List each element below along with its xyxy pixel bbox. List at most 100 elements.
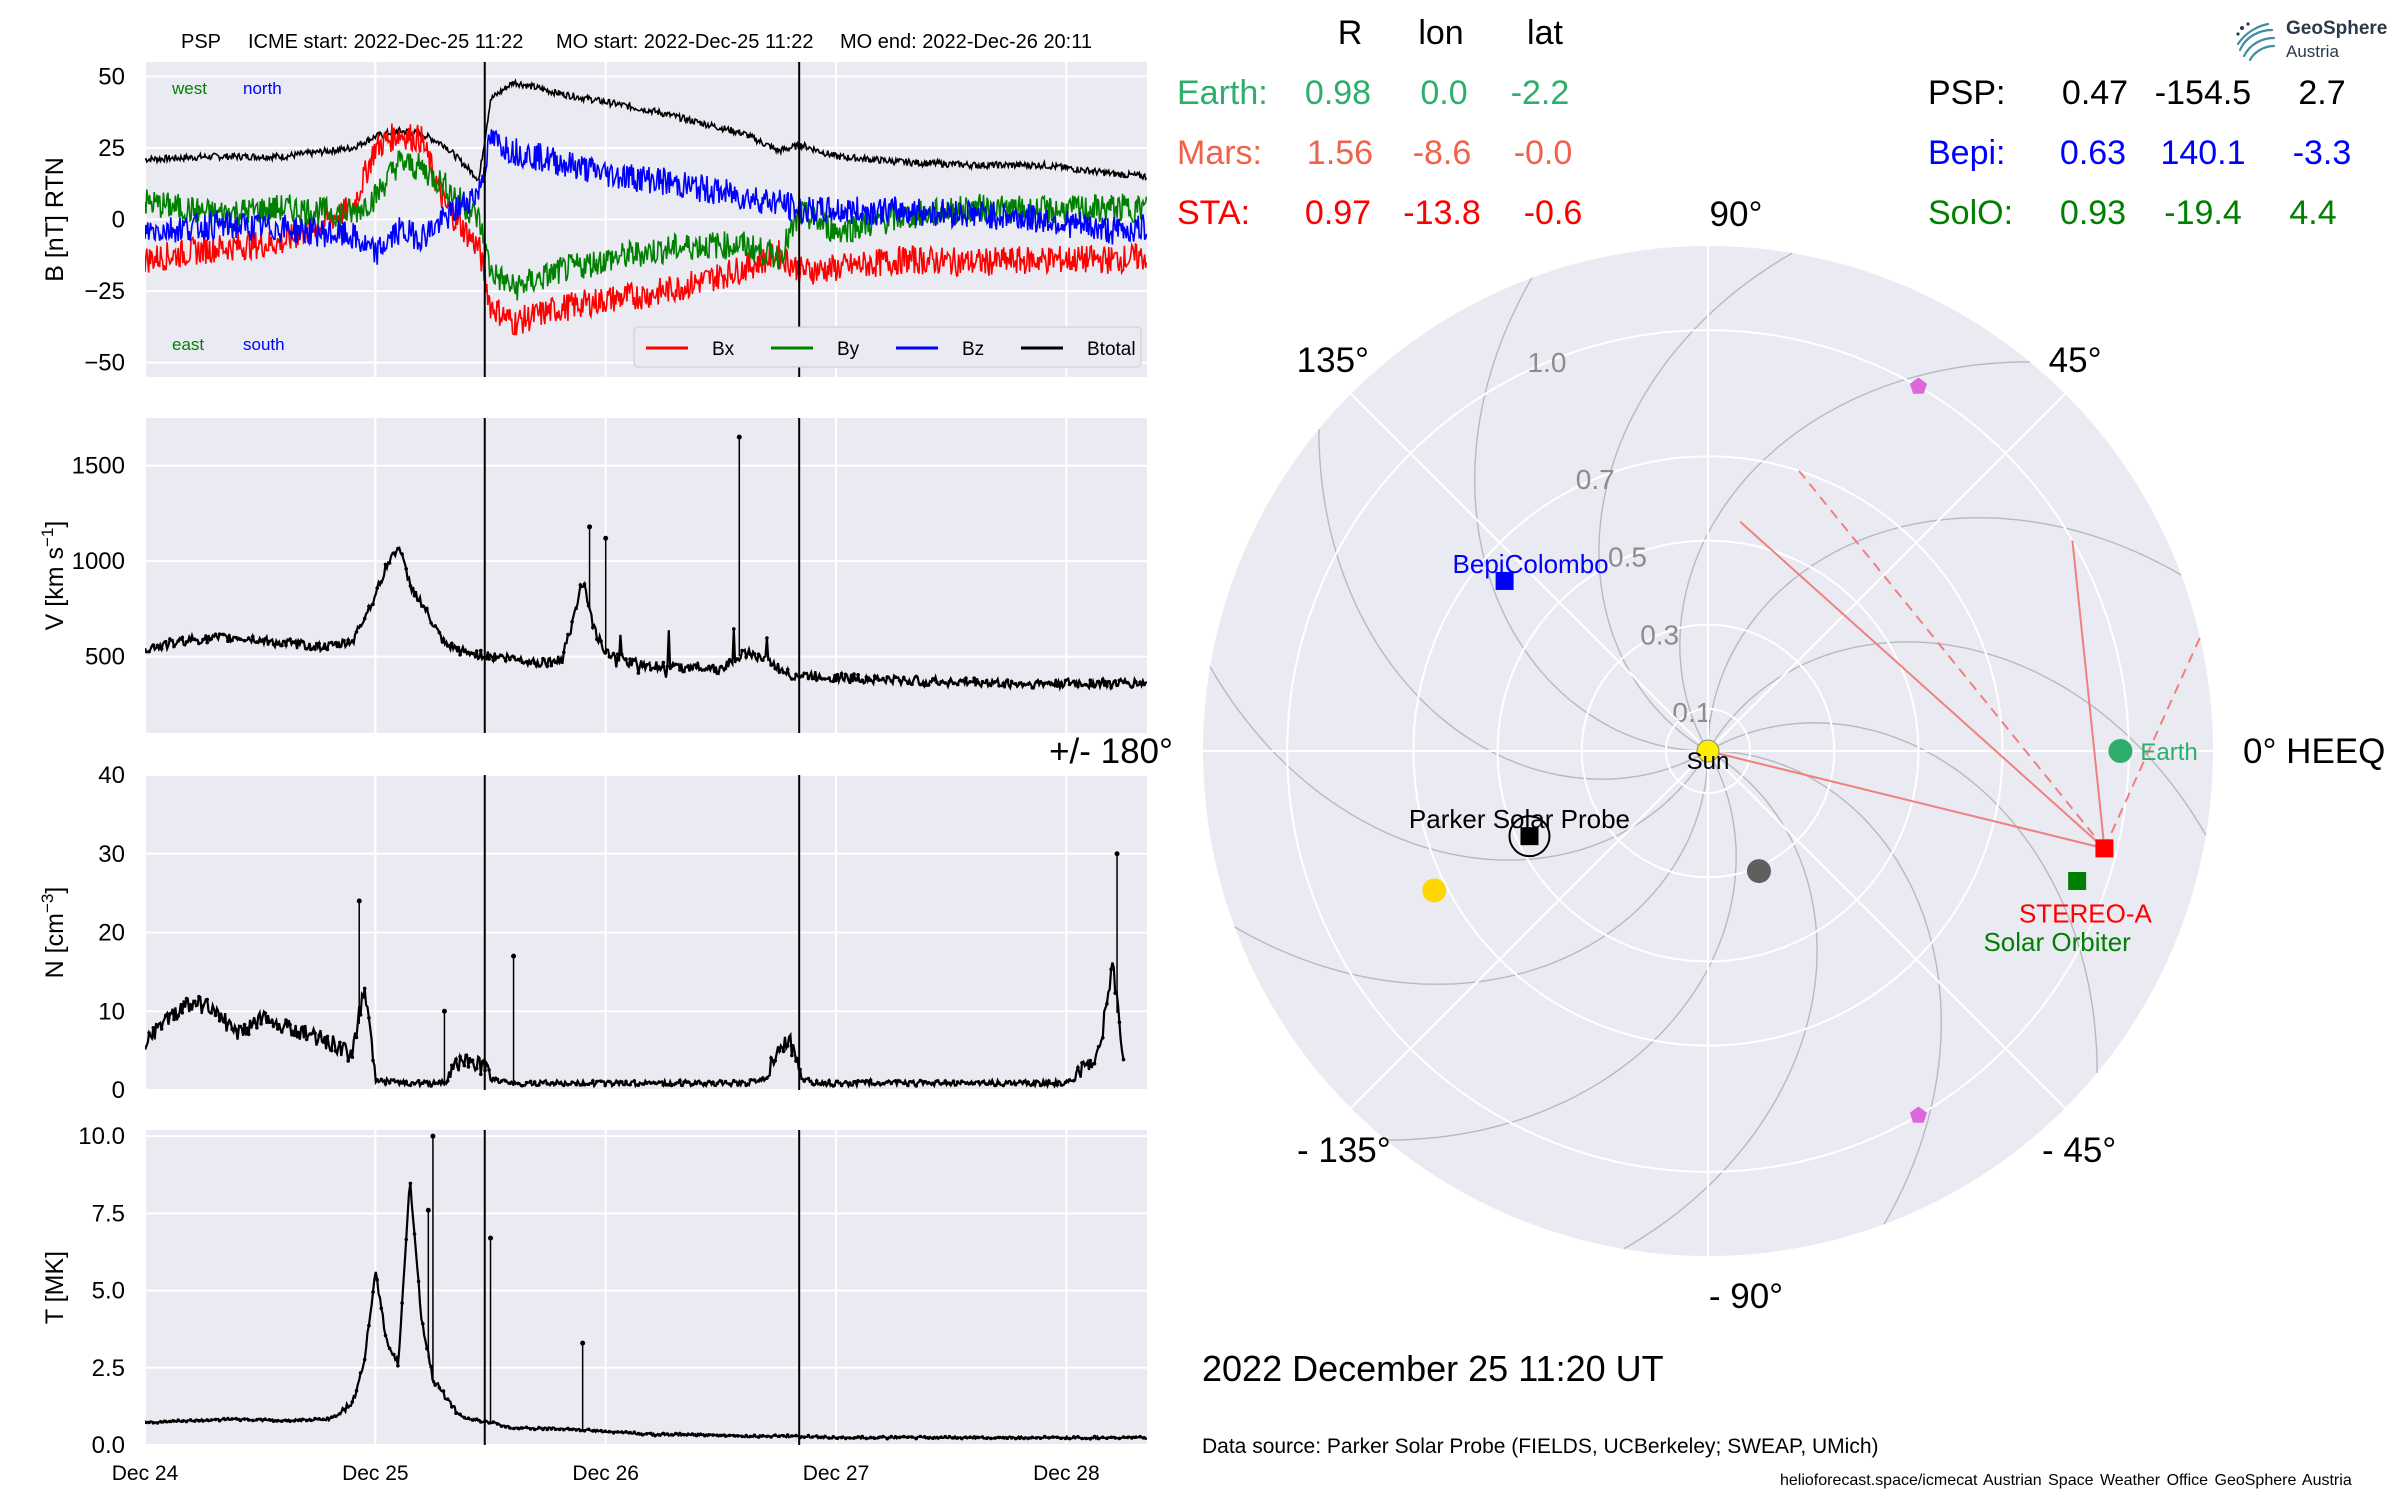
data-point <box>462 1415 467 1420</box>
data-point <box>425 606 429 611</box>
row-bepi-name: Bepi: <box>1928 134 2006 172</box>
data-point <box>383 562 388 567</box>
data-point <box>993 1436 997 1440</box>
outlier-point <box>430 1133 436 1139</box>
data-point <box>897 1435 902 1440</box>
data-point <box>769 1435 773 1439</box>
data-point <box>644 1081 649 1085</box>
outlier-point <box>580 1340 586 1346</box>
data-point <box>350 639 355 643</box>
data-point <box>387 1346 392 1351</box>
data-point <box>263 1417 268 1421</box>
y-tick-label: 40 <box>98 762 125 789</box>
data-point <box>1013 1082 1018 1087</box>
body-solar-orbiter-label: Solar Orbiter <box>1983 927 2131 957</box>
data-point <box>421 604 425 608</box>
data-point <box>1055 684 1059 688</box>
data-point <box>839 671 844 676</box>
data-point <box>686 664 690 668</box>
data-point <box>387 1081 392 1085</box>
data-point <box>607 1429 612 1434</box>
data-point <box>989 1436 993 1441</box>
data-point <box>914 1084 918 1088</box>
data-point <box>1042 1082 1047 1087</box>
row-solo-name: SolO: <box>1928 194 2013 232</box>
data-point <box>466 650 471 655</box>
data-point <box>599 639 603 644</box>
data-point <box>176 1014 180 1018</box>
panel-data <box>145 851 1126 1090</box>
data-point <box>1134 680 1138 684</box>
x-tick-label: Dec 24 <box>112 1462 179 1485</box>
data-point <box>292 640 297 645</box>
data-point <box>317 641 321 646</box>
legend-label-btotal: Btotal <box>1087 339 1136 360</box>
data-point <box>603 1083 607 1088</box>
data-point <box>806 1076 811 1081</box>
data-point <box>756 1079 761 1083</box>
data-point <box>1051 1081 1055 1086</box>
y-tick-label: 0 <box>112 1077 125 1104</box>
data-point <box>541 656 545 661</box>
data-point <box>781 1049 786 1054</box>
data-point <box>1001 1083 1006 1088</box>
data-point <box>1092 1434 1097 1439</box>
radial-tick-label: 0.1 <box>1672 697 1711 728</box>
data-point <box>226 1021 230 1026</box>
data-point <box>230 1027 234 1031</box>
data-point <box>885 675 889 679</box>
data-point <box>346 1405 351 1409</box>
data-point <box>1101 1036 1105 1040</box>
data-point <box>300 1417 305 1422</box>
data-point <box>1092 685 1097 689</box>
data-point <box>333 1049 338 1053</box>
data-point <box>732 1433 736 1438</box>
data-point <box>300 639 305 644</box>
data-point <box>1034 1079 1039 1083</box>
data-point <box>1013 682 1018 686</box>
data-point <box>827 1436 831 1440</box>
data-point <box>479 1420 483 1424</box>
data-point <box>777 1434 782 1438</box>
data-point <box>516 1081 520 1086</box>
data-point <box>184 1419 189 1424</box>
outlier-point <box>441 1008 447 1014</box>
data-point <box>756 1435 761 1439</box>
row-sta-name: STA: <box>1177 194 1250 232</box>
data-point <box>1088 1058 1093 1063</box>
data-point <box>582 582 587 586</box>
data-point <box>939 1435 943 1439</box>
data-point <box>259 1022 263 1026</box>
data-point <box>304 647 309 651</box>
data-point <box>499 1424 504 1428</box>
data-point <box>288 1022 292 1027</box>
data-point <box>201 1419 205 1423</box>
data-point <box>400 1081 404 1085</box>
data-point <box>1018 681 1022 685</box>
data-point <box>553 1427 558 1432</box>
data-point <box>454 1411 458 1415</box>
data-point <box>673 1081 678 1086</box>
data-point <box>748 1078 753 1082</box>
data-point <box>333 640 338 645</box>
data-point <box>217 632 222 636</box>
data-point <box>450 1063 454 1068</box>
data-point <box>325 1416 330 1420</box>
panel-background <box>145 418 1147 733</box>
data-point <box>885 1436 889 1441</box>
data-point <box>611 1431 616 1435</box>
y-axis-label: T [MK] <box>41 1251 69 1324</box>
data-point <box>644 1432 649 1436</box>
data-point <box>736 1083 740 1087</box>
data-point <box>769 663 773 667</box>
fov-line <box>1798 470 2106 850</box>
legend-label-by: By <box>837 339 860 360</box>
data-point <box>673 1431 678 1436</box>
data-point <box>964 1435 968 1440</box>
data-point <box>458 1054 462 1059</box>
data-point <box>1030 686 1035 690</box>
row-mars-lon: -8.6 <box>1413 134 1472 172</box>
data-point <box>433 1383 438 1387</box>
data-point <box>914 674 918 679</box>
data-point <box>350 1055 355 1059</box>
